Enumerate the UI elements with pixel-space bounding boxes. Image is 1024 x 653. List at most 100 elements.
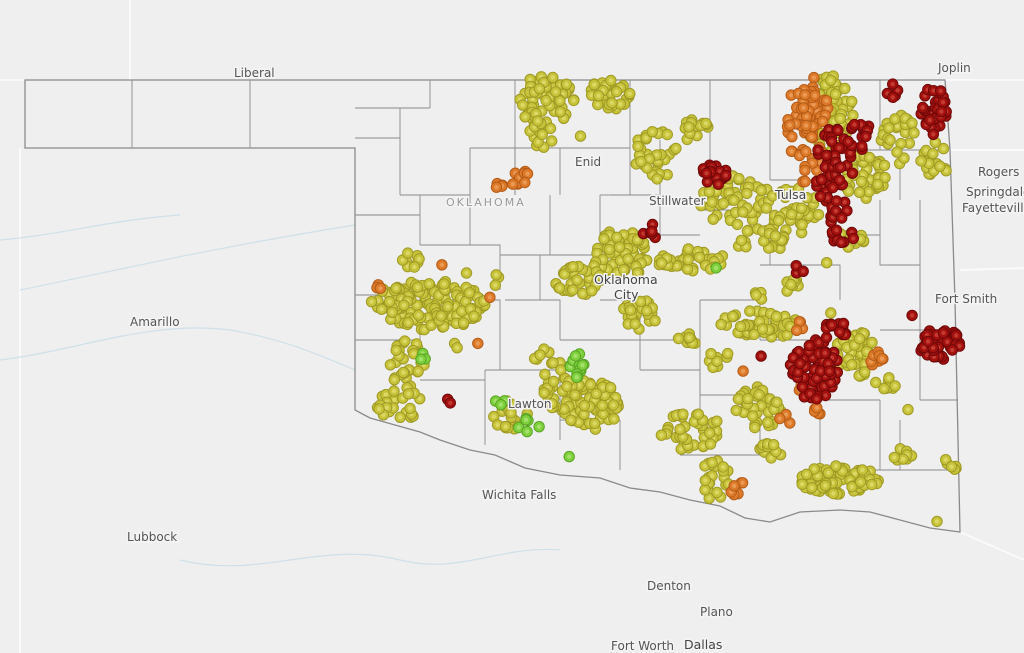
- well-marker-center: [587, 275, 592, 281]
- well-marker-center: [849, 484, 855, 489]
- well-marker-center: [735, 222, 740, 227]
- well-marker-center: [553, 89, 558, 95]
- well-marker-center: [803, 123, 809, 128]
- well-marker-center: [621, 232, 626, 238]
- well-marker-center: [802, 92, 808, 98]
- well-marker-center: [632, 321, 638, 327]
- well-marker-center: [576, 420, 581, 425]
- well-marker-center: [405, 250, 410, 256]
- well-marker-center: [846, 139, 851, 144]
- well-marker-center: [842, 200, 847, 205]
- well-marker-center: [498, 402, 504, 407]
- well-marker-center: [779, 237, 784, 243]
- well-marker-center: [721, 201, 726, 206]
- well-marker-center: [799, 230, 804, 235]
- well-marker-center: [825, 195, 830, 200]
- well-marker-center: [797, 361, 803, 366]
- well-marker-center: [837, 177, 842, 183]
- well-marker-center: [857, 336, 862, 341]
- well-marker-center: [760, 326, 765, 332]
- well-marker-center: [892, 116, 898, 122]
- well-marker-center: [524, 429, 530, 434]
- well-marker-center: [494, 272, 499, 277]
- well-marker-center: [849, 99, 854, 104]
- well-marker-center: [528, 77, 533, 82]
- well-marker-center: [875, 182, 880, 187]
- well-marker-center: [613, 395, 618, 400]
- river: [179, 548, 561, 567]
- well-marker-center: [822, 383, 827, 389]
- well-marker-center: [429, 323, 434, 328]
- well-marker-center: [625, 256, 631, 262]
- well-marker-center: [401, 303, 407, 308]
- well-marker-center: [931, 168, 936, 174]
- well-marker-center: [807, 343, 812, 348]
- well-marker-center: [709, 473, 715, 478]
- well-marker-center: [890, 95, 895, 100]
- well-marker-center: [931, 132, 936, 137]
- well-marker-center: [804, 114, 809, 119]
- well-marker-center: [543, 98, 549, 103]
- well-marker-center: [918, 158, 924, 164]
- well-marker-center: [608, 78, 614, 83]
- well-marker-center: [665, 172, 670, 177]
- well-marker-center: [707, 496, 712, 501]
- well-marker-center: [765, 420, 770, 425]
- well-marker-center: [835, 128, 841, 133]
- well-marker-center: [596, 93, 601, 98]
- city-label-joplin: Joplin: [937, 61, 971, 75]
- well-marker-center: [815, 147, 821, 153]
- well-marker-center: [520, 102, 525, 108]
- well-marker-center: [828, 380, 833, 385]
- well-marker-center: [414, 303, 420, 308]
- well-marker-center: [376, 406, 382, 412]
- well-marker-center: [441, 281, 447, 287]
- well-marker-center: [867, 155, 872, 160]
- well-marker-center: [887, 137, 893, 143]
- well-marker-center: [895, 124, 900, 129]
- well-marker-center: [600, 257, 605, 262]
- well-marker-center: [710, 365, 716, 370]
- city-label-enid: Enid: [575, 155, 601, 169]
- well-marker-center: [714, 490, 720, 495]
- well-marker-center: [467, 290, 472, 295]
- well-marker-center: [815, 473, 820, 478]
- well-marker-center: [493, 283, 498, 288]
- well-marker-center: [535, 118, 540, 124]
- well-marker-center: [796, 186, 801, 191]
- well-marker-center: [811, 75, 817, 80]
- well-marker-center: [542, 390, 547, 395]
- well-marker-center: [830, 185, 836, 190]
- well-marker-center: [787, 122, 792, 128]
- well-marker-center: [797, 319, 802, 324]
- well-marker-center: [525, 171, 530, 176]
- well-marker-center: [869, 482, 874, 487]
- well-marker-center: [784, 332, 790, 338]
- well-marker-center: [454, 345, 460, 350]
- well-marker-center: [842, 86, 847, 91]
- well-marker-center: [901, 155, 907, 161]
- well-marker-center: [816, 340, 821, 345]
- city-label-plano: Plano: [700, 605, 733, 619]
- well-marker-center: [454, 321, 459, 326]
- city-label-wichita-falls: Wichita Falls: [482, 488, 556, 502]
- map-labels: Liberal Joplin Enid OKLAHOMA Stillwater …: [126, 60, 1024, 653]
- well-marker-center: [417, 396, 422, 401]
- well-marker-center: [621, 267, 626, 272]
- well-marker-center: [859, 179, 864, 184]
- well-marker-center: [789, 92, 794, 98]
- well-marker-center: [533, 111, 539, 116]
- well-marker-center: [557, 98, 563, 104]
- well-marker-center: [369, 299, 374, 304]
- well-marker-center: [557, 360, 563, 365]
- well-marker-center: [852, 342, 857, 348]
- well-marker-center: [654, 176, 660, 182]
- well-marker-center: [909, 120, 915, 126]
- well-marker-center: [542, 372, 548, 377]
- well-marker-center: [804, 195, 810, 200]
- well-marker-center: [452, 304, 458, 309]
- well-marker-center: [471, 314, 477, 319]
- well-marker-center: [759, 403, 764, 408]
- well-marker-center: [600, 403, 605, 408]
